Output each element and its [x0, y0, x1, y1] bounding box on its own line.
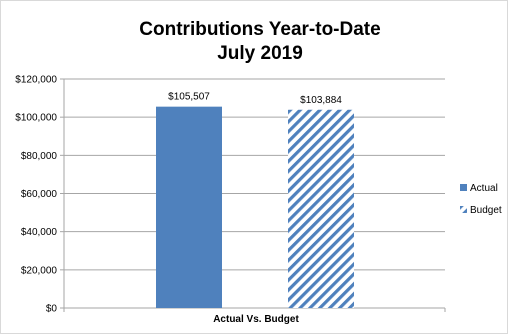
y-axis-ticks: $0 $20,000 $40,000 $60,000 $80,000 $100,000 $1… — [15, 75, 57, 315]
bars — [156, 106, 354, 309]
y-tick-label: $120,000 — [15, 75, 57, 86]
data-labels: $105,507 $103,884 — [168, 92, 342, 106]
legend: Actual Budget — [460, 183, 502, 216]
y-tick-label: $20,000 — [21, 265, 58, 276]
legend-swatch-actual — [460, 184, 467, 191]
legend-swatch-budget — [460, 206, 467, 213]
y-tick-label: $80,000 — [21, 151, 58, 162]
y-tick-label: $100,000 — [15, 113, 57, 124]
y-tick-label: $0 — [46, 304, 58, 315]
chart-subtitle: July 2019 — [217, 43, 303, 64]
legend-label-budget: Budget — [470, 205, 502, 216]
data-label-budget: $103,884 — [300, 95, 342, 106]
legend-label-actual: Actual — [470, 183, 498, 194]
y-tick-label: $40,000 — [21, 227, 58, 238]
bar-budget — [288, 109, 354, 308]
chart-title: Contributions Year-to-Date — [139, 19, 380, 40]
x-category-label: Actual Vs. Budget — [213, 314, 299, 325]
gridlines — [60, 78, 446, 312]
bar-actual — [156, 106, 222, 309]
y-tick-label: $60,000 — [21, 189, 58, 200]
data-label-actual: $105,507 — [168, 92, 210, 103]
